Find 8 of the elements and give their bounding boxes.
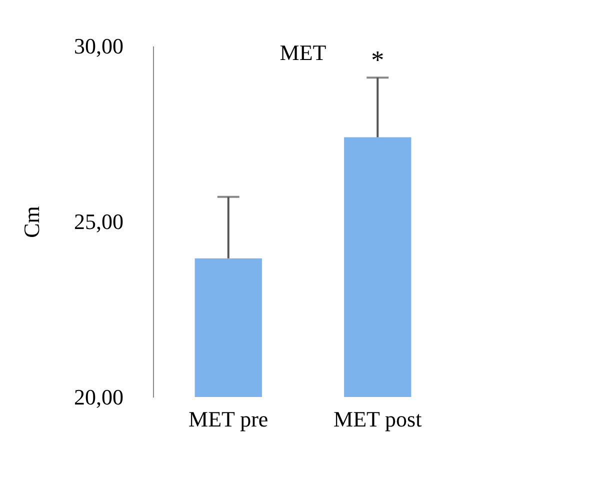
y-axis-title: Cm bbox=[19, 206, 44, 238]
y-tick-label: 30,00 bbox=[74, 34, 124, 58]
y-tick-label: 25,00 bbox=[74, 209, 124, 234]
annotation: * bbox=[371, 46, 384, 75]
x-tick-label: MET post bbox=[334, 406, 422, 432]
chart-title: MET bbox=[280, 40, 327, 65]
y-tick-label: 20,00 bbox=[74, 384, 124, 410]
x-tick-label: MET pre bbox=[188, 406, 268, 432]
